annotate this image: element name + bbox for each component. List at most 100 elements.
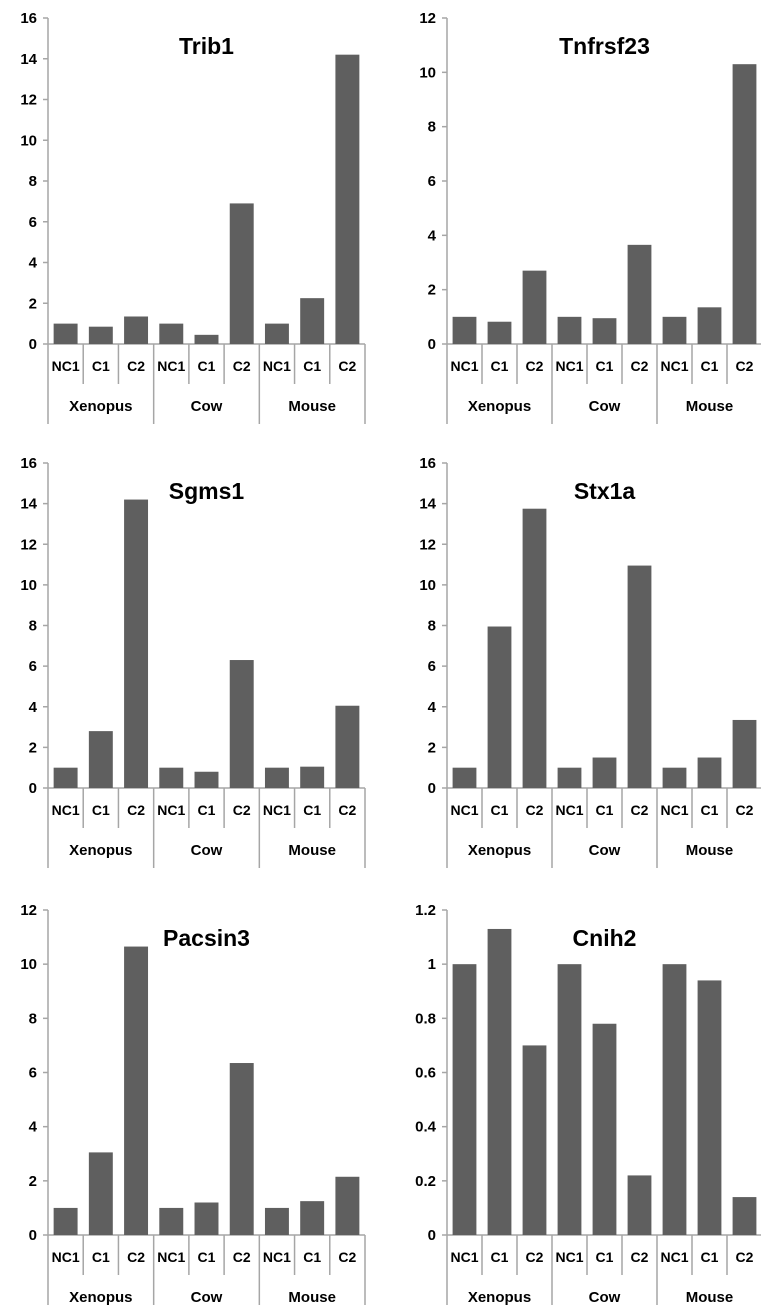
stx1a-bar — [557, 767, 582, 788]
trib1-category-label: C1 — [92, 358, 110, 374]
trib1-y-tick-label: 14 — [20, 51, 37, 68]
stx1a-category-label: C1 — [491, 802, 509, 818]
stx1a-group-label: Mouse — [686, 842, 734, 859]
trib1-bar — [88, 326, 113, 344]
chart-cnih2: 0 0.2 0.4 0.6 0.8 1 1.2 NC1 C1 C2 NC1 C1 C2 NC1 C1 C2 Xe… — [415, 902, 761, 1305]
tnfrsf23-bar — [487, 321, 512, 344]
sgms1-bar — [88, 731, 113, 788]
trib1-category-label: C2 — [127, 358, 145, 374]
cnih2-y-tick-label: 0.4 — [415, 1119, 437, 1136]
stx1a-bar — [697, 757, 722, 788]
stx1a-y-tick-label: 10 — [419, 577, 436, 594]
trib1-chart-title: Trib1 — [179, 33, 234, 59]
tnfrsf23-bar — [452, 316, 477, 344]
stx1a-bar — [452, 767, 477, 788]
tnfrsf23-category-label: NC1 — [450, 358, 478, 374]
tnfrsf23-category-label: C1 — [701, 358, 719, 374]
cnih2-y-tick-label: 1.2 — [415, 902, 436, 919]
trib1-y-tick-label: 4 — [29, 255, 38, 272]
tnfrsf23-y-tick-label: 2 — [428, 282, 436, 299]
stx1a-y-tick-label: 16 — [419, 455, 436, 472]
trib1-group-label: Mouse — [288, 398, 336, 415]
sgms1-bar — [229, 660, 254, 788]
trib1-category-label: C2 — [233, 358, 251, 374]
trib1-y-tick-label: 6 — [29, 214, 37, 231]
stx1a-group-label: Xenopus — [468, 842, 531, 859]
pacsin3-category-label: C2 — [127, 1249, 145, 1265]
trib1-y-tick-label: 16 — [20, 10, 37, 27]
sgms1-y-tick-label: 2 — [29, 739, 37, 756]
chart-sgms1: 0 2 4 6 8 10 12 14 16 NC1 C1 C2 NC1 C1 C2 NC1 C1 C2 Xenopu… — [20, 455, 366, 868]
sgms1-chart-title: Sgms1 — [169, 478, 245, 504]
trib1-y-tick-label: 12 — [20, 92, 37, 109]
trib1-y-tick-label: 0 — [29, 336, 37, 353]
pacsin3-group-label: Xenopus — [69, 1289, 132, 1305]
sgms1-bar — [124, 499, 149, 788]
stx1a-y-tick-label: 0 — [428, 780, 436, 797]
stx1a-y-tick-label: 8 — [428, 618, 436, 635]
stx1a-group-label: Cow — [589, 842, 621, 859]
cnih2-category-label: NC1 — [555, 1249, 583, 1265]
stx1a-category-label: C2 — [736, 802, 754, 818]
cnih2-category-label: C2 — [526, 1249, 544, 1265]
tnfrsf23-y-tick-label: 6 — [428, 173, 436, 190]
pacsin3-bar — [335, 1176, 360, 1235]
tnfrsf23-category-label: C1 — [491, 358, 509, 374]
pacsin3-category-label: C1 — [303, 1249, 321, 1265]
stx1a-bar — [522, 508, 547, 788]
cnih2-group-label: Xenopus — [468, 1289, 531, 1305]
pacsin3-y-tick-label: 12 — [20, 902, 37, 919]
pacsin3-category-label: C1 — [92, 1249, 110, 1265]
pacsin3-bar — [53, 1207, 78, 1235]
pacsin3-bar — [124, 946, 149, 1235]
cnih2-category-label: C1 — [491, 1249, 509, 1265]
tnfrsf23-bar — [522, 270, 547, 344]
tnfrsf23-category-label: C2 — [526, 358, 544, 374]
chart-pacsin3: 0 2 4 6 8 10 12 NC1 C1 C2 NC1 C1 C2 NC1 C1 C2 Xenopus Cow… — [20, 902, 366, 1305]
stx1a-y-tick-label: 2 — [428, 739, 436, 756]
sgms1-y-tick-label: 6 — [29, 658, 37, 675]
pacsin3-chart-title: Pacsin3 — [163, 925, 250, 951]
trib1-bar — [53, 323, 78, 344]
cnih2-y-tick-label: 1 — [428, 956, 436, 973]
sgms1-category-label: NC1 — [157, 802, 185, 818]
sgms1-group-label: Cow — [191, 842, 223, 859]
cnih2-bar — [557, 964, 582, 1235]
stx1a-category-label: C1 — [701, 802, 719, 818]
pacsin3-bar — [300, 1201, 325, 1235]
tnfrsf23-bar — [627, 244, 652, 344]
sgms1-category-label: C2 — [127, 802, 145, 818]
trib1-y-tick-label: 8 — [29, 173, 37, 190]
tnfrsf23-group-label: Xenopus — [468, 398, 531, 415]
pacsin3-bar — [264, 1207, 289, 1235]
cnih2-category-label: NC1 — [450, 1249, 478, 1265]
trib1-group-label: Cow — [191, 398, 223, 415]
chart-stx1a: 0 2 4 6 8 10 12 14 16 NC1 C1 C2 NC1 C1 C2 NC1 C1 C2 Xenopu… — [419, 455, 761, 868]
cnih2-y-tick-label: 0.8 — [415, 1010, 436, 1027]
pacsin3-category-label: C2 — [233, 1249, 251, 1265]
stx1a-category-label: NC1 — [450, 802, 478, 818]
stx1a-y-tick-label: 6 — [428, 658, 436, 675]
tnfrsf23-category-label: NC1 — [660, 358, 688, 374]
pacsin3-y-tick-label: 6 — [29, 1065, 37, 1082]
tnfrsf23-category-label: C1 — [596, 358, 614, 374]
trib1-group-label: Xenopus — [69, 398, 132, 415]
cnih2-category-label: NC1 — [660, 1249, 688, 1265]
sgms1-y-tick-label: 14 — [20, 496, 37, 513]
chart-tnfrsf23: 0 2 4 6 8 10 12 NC1 C1 C2 NC1 C1 C2 NC1 C1 C2 Xenopus Cow… — [419, 10, 761, 424]
sgms1-y-tick-label: 16 — [20, 455, 37, 472]
sgms1-y-tick-label: 10 — [20, 577, 37, 594]
trib1-category-label: C1 — [198, 358, 216, 374]
sgms1-y-tick-label: 0 — [29, 780, 37, 797]
cnih2-category-label: C1 — [701, 1249, 719, 1265]
trib1-bar — [264, 323, 289, 344]
stx1a-category-label: NC1 — [660, 802, 688, 818]
cnih2-bar — [487, 928, 512, 1235]
trib1-bar — [159, 323, 184, 344]
sgms1-category-label: C1 — [198, 802, 216, 818]
trib1-category-label: NC1 — [52, 358, 80, 374]
pacsin3-y-tick-label: 2 — [29, 1173, 37, 1190]
trib1-category-label: NC1 — [263, 358, 291, 374]
trib1-category-label: NC1 — [157, 358, 185, 374]
